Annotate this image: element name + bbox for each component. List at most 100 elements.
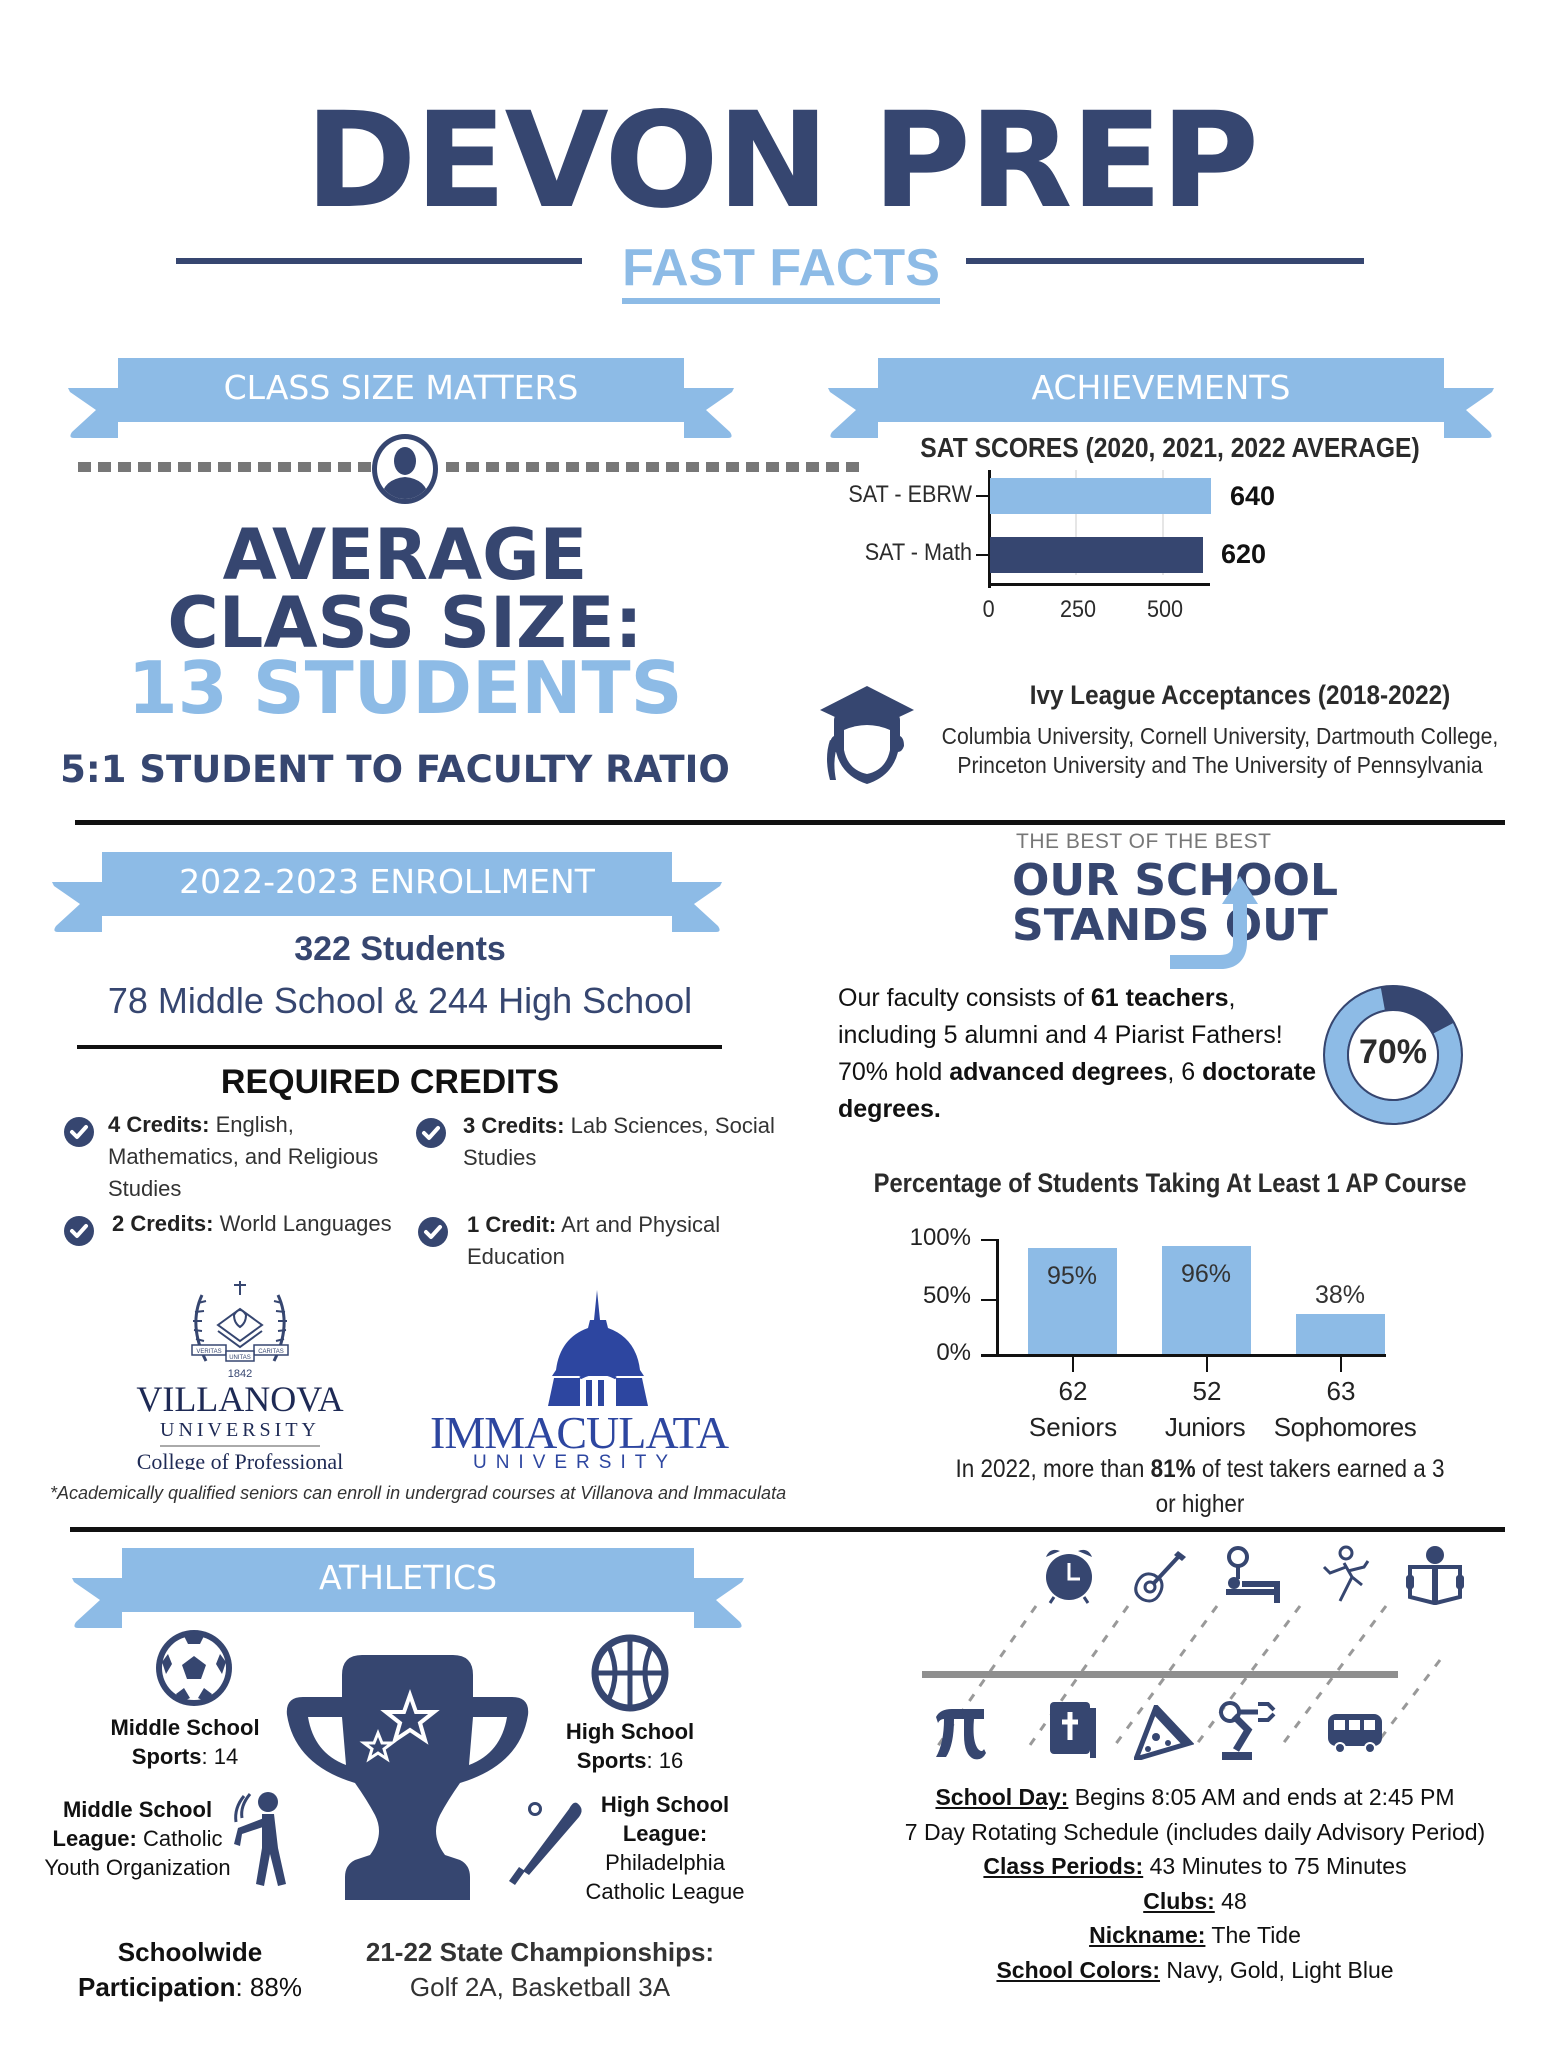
enrollment-rule <box>77 1045 722 1049</box>
donut-label: 70% <box>1358 1033 1428 1071</box>
banner-enrollment: 2022-2023 ENROLLMENT <box>50 852 724 932</box>
sat-x-tick: 250 <box>1060 596 1097 623</box>
ribbon-shape <box>68 358 734 438</box>
hs-sports: High School Sports: 16 <box>565 1719 695 1773</box>
ap-category: Seniors <box>1028 1412 1118 1442</box>
graduate-cap-icon <box>812 680 922 790</box>
immaculata-sub: UNIVERSITY <box>472 1452 678 1473</box>
banner-class-size: CLASS SIZE MATTERS <box>66 358 736 438</box>
sat-bar-value: 640 <box>1230 481 1276 511</box>
section-divider <box>75 820 1505 825</box>
banner-label: 2022-2023 ENROLLMENT <box>179 862 595 901</box>
sat-x-tick: 0 <box>982 596 995 623</box>
dome-icon <box>548 1290 648 1406</box>
sat-bar-label: SAT - EBRW <box>848 481 972 508</box>
ap-y-axis <box>996 1239 999 1357</box>
student-faculty-ratio: 5:1 STUDENT TO FACULTY RATIO <box>60 748 730 791</box>
golfer-icon <box>228 1788 308 1888</box>
title-rule-right <box>966 258 1364 264</box>
immaculata-logo: IMMACULATA UNIVERSITY <box>430 1290 729 1475</box>
pizza-icon <box>1131 1702 1195 1763</box>
pi-icon <box>932 1705 987 1760</box>
ap-bar-juniors <box>1162 1246 1251 1354</box>
stands-out-line2: STANDS OUT <box>1012 900 1328 951</box>
ap-bar-sophomores <box>1296 1314 1385 1354</box>
ap-count: 63 <box>1326 1376 1356 1406</box>
ivy-line-2: Princeton University and The University … <box>957 752 1483 778</box>
banner-achievements: ACHIEVEMENTS <box>826 358 1496 438</box>
ap-x-tick <box>1206 1356 1208 1372</box>
stands-out-line1: OUR SCHOOL <box>1012 855 1338 906</box>
sat-chart-title: SAT SCORES (2020, 2021, 2022 AVERAGE) <box>920 432 1420 463</box>
ap-bar-value: 38% <box>1314 1281 1366 1309</box>
reading-icon <box>1406 1545 1464 1606</box>
ap-tick-mark <box>981 1239 998 1241</box>
banner-athletics: ATHLETICS <box>70 1548 746 1628</box>
best-of-best-kicker: THE BEST OF THE BEST <box>1016 830 1272 853</box>
school-colors: School Colors: Navy, Gold, Light Blue <box>996 1956 1394 1983</box>
credit-item: 1 Credit: Art and Physical Education <box>467 1212 721 1269</box>
nickname: Nickname: The Tide <box>1089 1922 1301 1948</box>
robot-arm-icon <box>1218 1700 1280 1762</box>
sat-bar-value: 620 <box>1221 539 1267 569</box>
checkmark-icon <box>64 1216 94 1246</box>
villanova-logo: VERITAS UNITAS CARITAS 1842 VILLANOVA UN… <box>130 1275 350 1470</box>
clubs: Clubs: 48 <box>1143 1887 1247 1914</box>
baseball-bat-icon <box>505 1795 585 1890</box>
subtitle-wrap: FAST FACTS <box>0 240 1562 304</box>
ap-bar-seniors <box>1028 1248 1117 1354</box>
ap-count: 62 <box>1058 1376 1088 1406</box>
sat-bar-label: SAT - Math <box>864 539 972 566</box>
subtitle: FAST FACTS <box>622 240 940 304</box>
ap-x-tick <box>1072 1356 1074 1372</box>
rotation: 7 Day Rotating Schedule (includes daily … <box>904 1818 1486 1845</box>
section-divider <box>70 1527 1505 1532</box>
schedule-timeline <box>920 1530 1480 1760</box>
title-rule-left <box>176 258 582 264</box>
villanova-college: College of Professional Studies <box>136 1449 344 1470</box>
avg-class-size-line2: CLASS SIZE: <box>167 582 643 664</box>
schedule-details: School Day: Begins 8:05 AM and ends at 2… <box>860 1780 1530 1987</box>
ap-y-tick: 50% <box>922 1282 971 1309</box>
sat-bar-math <box>990 537 1203 573</box>
ivy-line-1: Columbia University, Cornell University,… <box>941 723 1499 749</box>
svg-text:UNITAS: UNITAS <box>229 1355 251 1361</box>
credit-item: 2 Credits: World Languages <box>112 1211 392 1236</box>
ap-bar-value: 96% <box>1180 1260 1232 1288</box>
banner-label: ATHLETICS <box>318 1558 498 1597</box>
ap-x-axis-full <box>981 1354 1386 1357</box>
up-arrow-icon <box>1150 870 1270 970</box>
checkmark-icon <box>418 1217 448 1247</box>
person-avatar-icon <box>372 434 438 504</box>
required-credits-title: REQUIRED CREDITS <box>220 1063 560 1101</box>
ap-count: 52 <box>1192 1376 1222 1406</box>
hs-league: High School League: Philadelphia Catholic… <box>585 1792 745 1904</box>
ivy-league-schools: Columbia University, Cornell University,… <box>926 722 1515 780</box>
ap-x-tick <box>1340 1356 1342 1372</box>
ap-category: Juniors <box>1164 1412 1246 1442</box>
gridline-250 <box>1075 470 1077 575</box>
villanova-rule <box>160 1445 320 1447</box>
villanova-seal-icon: VERITAS UNITAS CARITAS 1842 <box>191 1281 289 1380</box>
immaculata-name: IMMACULATA <box>430 1407 729 1458</box>
schoolwide-participation: Schoolwide Participation: 88% <box>78 1937 302 2002</box>
villanova-name: VILLANOVA <box>136 1379 344 1419</box>
runner-icon <box>1318 1545 1378 1605</box>
ap-chart-title: Percentage of Students Taking At Least 1… <box>873 1168 1467 1198</box>
dotted-rule-right <box>446 462 859 472</box>
checkmark-icon <box>64 1117 94 1147</box>
guitar-icon <box>1130 1545 1190 1605</box>
ap-tick-mark <box>981 1299 998 1301</box>
dual-enrollment-footnote: *Academically qualified seniors can enro… <box>50 1483 787 1503</box>
ap-y-tick: 100% <box>909 1224 971 1251</box>
svg-text:VERITAS: VERITAS <box>196 1349 221 1355</box>
avg-class-size-value: 13 STUDENTS <box>127 646 683 730</box>
page-title: DEVON PREP <box>304 84 1259 238</box>
credit-item: 4 Credits: English, Mathematics, and Rel… <box>108 1112 379 1201</box>
sat-tick <box>976 554 990 556</box>
avg-class-size-line1: AVERAGE <box>222 514 588 596</box>
enrollment-split: 78 Middle School & 244 High School <box>107 980 693 1021</box>
banner-label: ACHIEVEMENTS <box>1031 368 1291 407</box>
svg-text:1842: 1842 <box>228 1368 252 1380</box>
sat-bar-ebrw <box>990 478 1211 514</box>
